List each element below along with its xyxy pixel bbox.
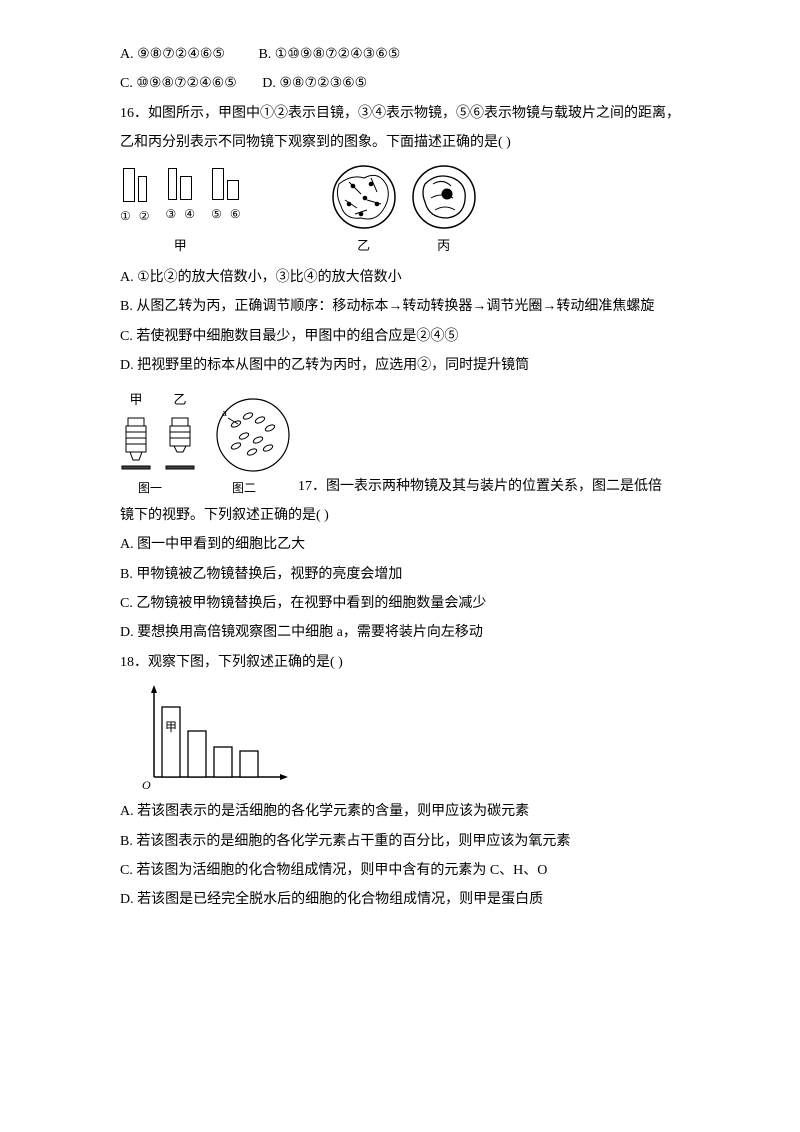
- q17-lens-jia: 甲: [120, 386, 152, 473]
- q17-figure: 甲 乙: [120, 380, 292, 500]
- q17-caption-fig2: 图二: [232, 476, 256, 501]
- svg-text:O: O: [142, 778, 151, 792]
- q16-opt-B: B. 从图乙转为丙，正确调节顺序：移动标本→转动转换器→调节光圈→转动细准焦螺旋: [120, 292, 690, 321]
- cell-diagram-bing: [411, 164, 477, 230]
- q16-figure-right: 乙 丙: [331, 164, 477, 259]
- q17-lenses: 甲 乙: [120, 386, 196, 473]
- q17-opt-A: A. 图一中甲看到的细胞比乙大: [120, 530, 690, 559]
- q15-opt-D: D. ⑨⑧⑦②③⑥⑤: [262, 76, 367, 91]
- q18-opt-D: D. 若该图是已经完全脱水后的细胞的化合物组成情况，则甲是蛋白质: [120, 885, 690, 914]
- q16-opt-C: C. 若使视野中细胞数目最少，甲图中的组合应是②④⑤: [120, 322, 690, 351]
- q18-opt-A: A. 若该图表示的是活细胞的各化学元素的含量，则甲应该为碳元素: [120, 797, 690, 826]
- q16-label-bing: 丙: [437, 232, 450, 259]
- field-view-icon: a: [214, 396, 292, 474]
- q17-opt-B: B. 甲物镜被乙物镜替换后，视野的亮度会增加: [120, 560, 690, 589]
- q17-label-yi: 乙: [173, 386, 186, 413]
- q17-opt-D: D. 要想换用高倍镜观察图二中细胞 a，需要将装片向左移动: [120, 618, 690, 647]
- cell-diagram-yi: [331, 164, 397, 230]
- q15-options-row2: C. ⑩⑨⑧⑦②④⑥⑤ D. ⑨⑧⑦②③⑥⑤: [120, 69, 690, 98]
- q18-bar-chart: O甲: [134, 683, 690, 793]
- q16-cell-yi: 乙: [331, 164, 397, 259]
- q16-stem-1: 16．如图所示，甲图中①②表示目镜，③④表示物镜，⑤⑥表示物镜与载玻片之间的距离…: [120, 99, 690, 128]
- q16-figure: ①②③④⑤⑥ 甲 乙: [120, 164, 690, 259]
- bar-chart-svg: O甲: [134, 683, 294, 793]
- q17-opt-C: C. 乙物镜被甲物镜替换后，在视野中看到的细胞数量会减少: [120, 589, 690, 618]
- q17-stem-2: 镜下的视野。下列叙述正确的是( ): [120, 501, 690, 530]
- q18-opt-C: C. 若该图为活细胞的化合物组成情况，则甲中含有的元素为 C、H、O: [120, 856, 690, 885]
- q17-fig-captions: 图一 图二: [138, 476, 292, 501]
- q16-stem-2: 乙和丙分别表示不同物镜下观察到的图象。下面描述正确的是( ): [120, 128, 690, 157]
- q17-label-jia: 甲: [129, 386, 142, 413]
- q18-stem: 18．观察下图，下列叙述正确的是( ): [120, 648, 690, 677]
- q16-figure-left: ①②③④⑤⑥ 甲: [120, 168, 241, 258]
- q17-field-view: a: [214, 396, 292, 474]
- lens-jia-icon: [120, 416, 152, 474]
- q17-figure-and-stem: 甲 乙: [120, 380, 690, 500]
- q16-rects-group: ①②③④⑤⑥: [120, 168, 241, 229]
- svg-text:甲: 甲: [165, 720, 177, 734]
- q17-caption-fig1: 图一: [138, 476, 162, 501]
- q17-stem-inline: 17．图一表示两种物镜及其与装片的位置关系，图二是低倍: [298, 472, 662, 501]
- q18-opt-B: B. 若该图表示的是细胞的各化学元素占干重的百分比，则甲应该为氧元素: [120, 827, 690, 856]
- q15-opt-B: B. ①⑩⑨⑧⑦②④③⑥⑤: [258, 47, 400, 62]
- q16-opt-A: A. ①比②的放大倍数小，③比④的放大倍数小: [120, 263, 690, 292]
- q16-caption-left: 甲: [174, 232, 187, 259]
- q16-label-yi: 乙: [357, 232, 370, 259]
- q16-cell-bing: 丙: [411, 164, 477, 259]
- exam-page: A. ⑨⑧⑦②④⑥⑤ B. ①⑩⑨⑧⑦②④③⑥⑤ C. ⑩⑨⑧⑦②④⑥⑤ D. …: [0, 0, 800, 1132]
- lens-yi-icon: [164, 416, 196, 474]
- q15-opt-A: A. ⑨⑧⑦②④⑥⑤: [120, 47, 225, 62]
- q17-lens-yi: 乙: [164, 386, 196, 473]
- q15-opt-C: C. ⑩⑨⑧⑦②④⑥⑤: [120, 76, 237, 91]
- q15-options-row1: A. ⑨⑧⑦②④⑥⑤ B. ①⑩⑨⑧⑦②④③⑥⑤: [120, 40, 690, 69]
- q17-label-a: a: [222, 407, 227, 419]
- q16-opt-D: D. 把视野里的标本从图中的乙转为丙时，应选用②，同时提升镜筒: [120, 351, 690, 380]
